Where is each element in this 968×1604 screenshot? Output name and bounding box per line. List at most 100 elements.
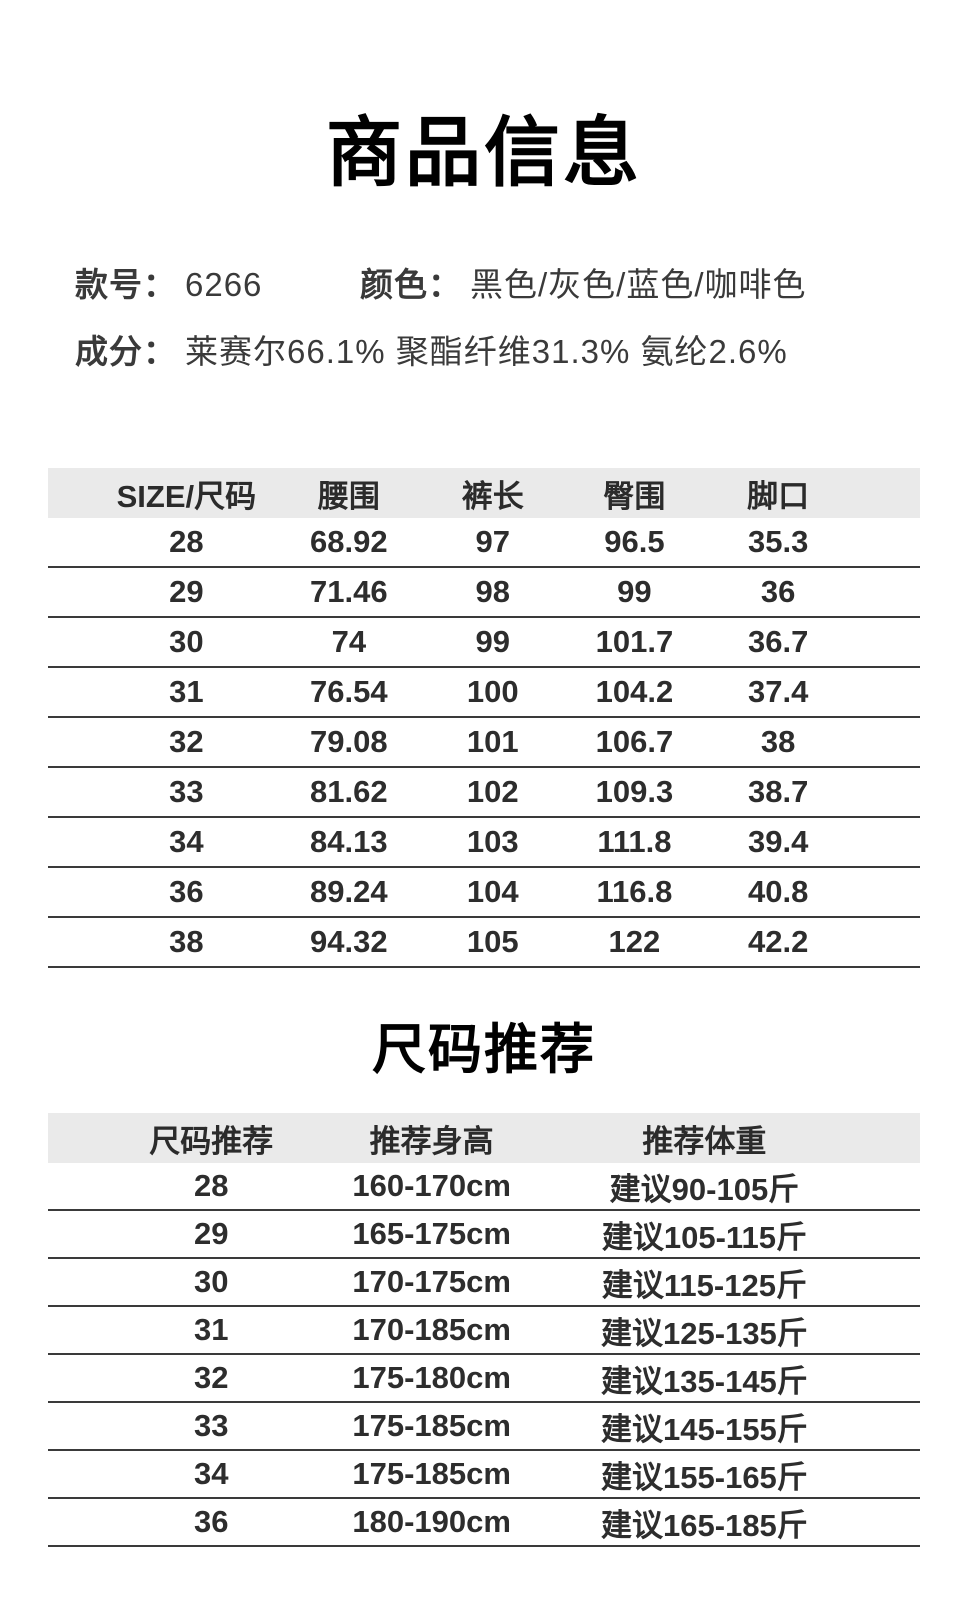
size-recommend-body: 28 160-170cm 建议90-105斤 29 165-175cm 建议105-115… <box>48 1163 920 1547</box>
header-cell: 推荐体重 <box>518 1113 920 1163</box>
table-row: 36 89.24 104 116.8 40.8 <box>48 867 920 918</box>
table-cell: 101 <box>422 717 563 768</box>
table-row: 33 175-185cm 建议145-155斤 <box>48 1402 920 1451</box>
table-cell: 29 <box>48 1210 345 1259</box>
table-cell: 28 <box>48 518 275 568</box>
table-cell: 84.13 <box>274 817 423 868</box>
table-cell: 97 <box>422 518 563 568</box>
table-cell: 30 <box>48 617 275 668</box>
table-cell: 122 <box>562 917 707 968</box>
size-recommend-header-row: 尺码推荐 推荐身高 推荐体重 <box>48 1113 920 1163</box>
table-cell: 175-185cm <box>344 1402 519 1451</box>
table-cell: 36 <box>48 1498 345 1547</box>
composition-value: 莱赛尔66.1% 聚酯纤维31.3% 氨纶2.6% <box>185 333 788 370</box>
style-number-value: 6266 <box>185 266 263 303</box>
size-recommend-header: 尺码推荐 推荐身高 推荐体重 <box>48 1113 920 1163</box>
page-title: 商品信息 <box>326 111 642 196</box>
header-cell: SIZE/尺码 <box>48 468 275 518</box>
table-cell: 109.3 <box>562 767 707 818</box>
table-cell: 98 <box>422 567 563 618</box>
table-row: 32 79.08 101 106.7 38 <box>48 717 920 768</box>
table-cell: 74 <box>274 617 423 668</box>
table-cell: 31 <box>48 667 275 718</box>
table-cell: 30 <box>48 1258 345 1307</box>
table-cell: 104.2 <box>562 667 707 718</box>
table-cell: 116.8 <box>562 867 707 918</box>
table-row: 34 175-185cm 建议155-165斤 <box>48 1450 920 1499</box>
table-cell: 29 <box>48 567 275 618</box>
attribute-row-2: 成分： 莱赛尔66.1% 聚酯纤维31.3% 氨纶2.6% <box>75 332 968 372</box>
table-cell: 104 <box>422 867 563 918</box>
table-row: 36 180-190cm 建议165-185斤 <box>48 1498 920 1547</box>
table-cell: 105 <box>422 917 563 968</box>
table-row: 33 81.62 102 109.3 38.7 <box>48 767 920 818</box>
table-row: 31 76.54 100 104.2 37.4 <box>48 667 920 718</box>
table-cell: 33 <box>48 1402 345 1451</box>
table-cell: 33 <box>48 767 275 818</box>
table-cell: 37.4 <box>706 667 920 718</box>
table-cell: 32 <box>48 1354 345 1403</box>
table-cell: 106.7 <box>562 717 707 768</box>
table-cell: 38.7 <box>706 767 920 818</box>
composition: 成分： 莱赛尔66.1% 聚酯纤维31.3% 氨纶2.6% <box>75 332 788 372</box>
table-cell: 建议135-145斤 <box>518 1354 920 1403</box>
table-cell: 76.54 <box>274 667 423 718</box>
table-cell: 103 <box>422 817 563 868</box>
style-number-label: 款号： <box>75 266 177 303</box>
table-cell: 81.62 <box>274 767 423 818</box>
table-cell: 102 <box>422 767 563 818</box>
table-cell: 111.8 <box>562 817 707 868</box>
table-cell: 建议115-125斤 <box>518 1258 920 1307</box>
table-cell: 40.8 <box>706 867 920 918</box>
table-cell: 34 <box>48 1450 345 1499</box>
size-chart-table: SIZE/尺码 腰围 裤长 臀围 脚口 28 68.92 97 96.5 35.3 29 71.46… <box>48 468 920 968</box>
header-cell: 臀围 <box>562 468 707 518</box>
table-cell: 79.08 <box>274 717 423 768</box>
table-cell: 32 <box>48 717 275 768</box>
table-cell: 28 <box>48 1163 345 1211</box>
table-row: 34 84.13 103 111.8 39.4 <box>48 817 920 868</box>
table-cell: 建议90-105斤 <box>518 1163 920 1211</box>
header-cell: 裤长 <box>422 468 563 518</box>
table-cell: 71.46 <box>274 567 423 618</box>
table-cell: 31 <box>48 1306 345 1355</box>
product-info-page: 商品信息 款号： 6266 颜色： 黑色/灰色/蓝色/咖啡色 成分： 莱赛尔66.1%… <box>0 106 968 1547</box>
table-cell: 170-185cm <box>344 1306 519 1355</box>
table-cell: 100 <box>422 667 563 718</box>
table-row: 28 160-170cm 建议90-105斤 <box>48 1163 920 1211</box>
composition-label: 成分： <box>75 333 177 370</box>
table-cell: 36.7 <box>706 617 920 668</box>
table-row: 29 165-175cm 建议105-115斤 <box>48 1210 920 1259</box>
size-recommend-table: 尺码推荐 推荐身高 推荐体重 28 160-170cm 建议90-105斤 29 165-1… <box>48 1113 920 1547</box>
table-cell: 89.24 <box>274 867 423 918</box>
header-cell: 尺码推荐 <box>48 1113 345 1163</box>
table-row: 30 170-175cm 建议115-125斤 <box>48 1258 920 1307</box>
size-chart-header-row: SIZE/尺码 腰围 裤长 臀围 脚口 <box>48 468 920 518</box>
table-cell: 36 <box>48 867 275 918</box>
table-cell: 39.4 <box>706 817 920 868</box>
product-attributes: 款号： 6266 颜色： 黑色/灰色/蓝色/咖啡色 成分： 莱赛尔66.1% 聚酯纤维… <box>75 265 968 372</box>
table-cell: 99 <box>422 617 563 668</box>
table-row: 31 170-185cm 建议125-135斤 <box>48 1306 920 1355</box>
table-cell: 68.92 <box>274 518 423 568</box>
color-options: 颜色： 黑色/灰色/蓝色/咖啡色 <box>360 265 807 305</box>
header-cell: 脚口 <box>706 468 920 518</box>
table-cell: 38 <box>48 917 275 968</box>
table-cell: 建议125-135斤 <box>518 1306 920 1355</box>
table-row: 28 68.92 97 96.5 35.3 <box>48 518 920 568</box>
recommend-section-title: 尺码推荐 <box>372 1020 596 1080</box>
table-cell: 170-175cm <box>344 1258 519 1307</box>
table-cell: 35.3 <box>706 518 920 568</box>
table-cell: 99 <box>562 567 707 618</box>
color-options-label: 颜色： <box>360 266 462 303</box>
size-chart-header: SIZE/尺码 腰围 裤长 臀围 脚口 <box>48 468 920 518</box>
table-cell: 建议165-185斤 <box>518 1498 920 1547</box>
table-cell: 175-180cm <box>344 1354 519 1403</box>
table-cell: 101.7 <box>562 617 707 668</box>
table-row: 29 71.46 98 99 36 <box>48 567 920 618</box>
table-cell: 建议145-155斤 <box>518 1402 920 1451</box>
table-cell: 94.32 <box>274 917 423 968</box>
table-cell: 建议155-165斤 <box>518 1450 920 1499</box>
table-row: 38 94.32 105 122 42.2 <box>48 917 920 968</box>
table-cell: 34 <box>48 817 275 868</box>
